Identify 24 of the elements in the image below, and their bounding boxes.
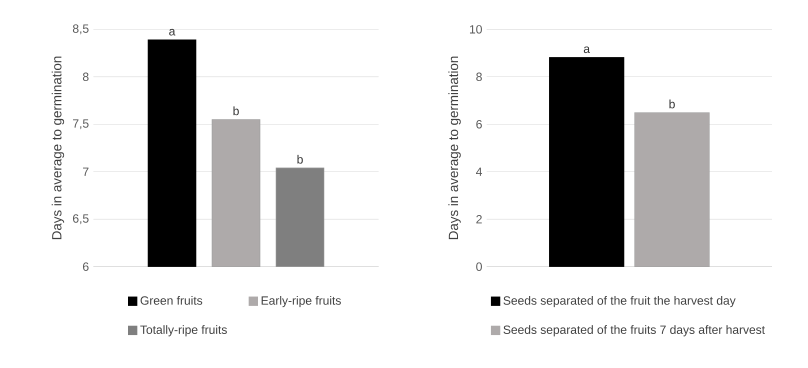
legend-label: Early-ripe fruits [262,296,341,308]
y-tick-label: 8 [476,72,482,82]
y-tick-label: 8,5 [72,24,89,34]
y-tick-label: 4 [476,168,482,176]
data-label: b [669,100,675,108]
data-label: b [297,154,303,164]
y-axis-title: Days in average to germination [52,56,64,240]
y-tick-label: 6 [476,120,482,129]
y-tick-label: 6,5 [73,214,89,224]
data-label: b [233,106,239,116]
legend-label: Seeds separated of the fruit the harvest day [503,296,736,308]
data-label: a [169,28,176,36]
y-tick-label: 8 [82,72,89,82]
y-tick-label: 2 [476,214,482,224]
legend-label: Seeds separated of the fruits 7 days after harvest [503,325,765,336]
legend-label: Totally-ripe fruits [140,325,227,336]
y-tick-label: 6 [83,262,89,271]
y-tick-label: 7 [83,168,88,176]
y-tick-label: 7,5 [73,119,89,130]
y-tick-label: 0 [476,262,482,271]
y-axis-title: Days in average to germination [448,56,461,240]
data-label: a [584,46,590,54]
legend-label: Green fruits [140,296,202,305]
y-tick-label: 10 [470,25,482,34]
